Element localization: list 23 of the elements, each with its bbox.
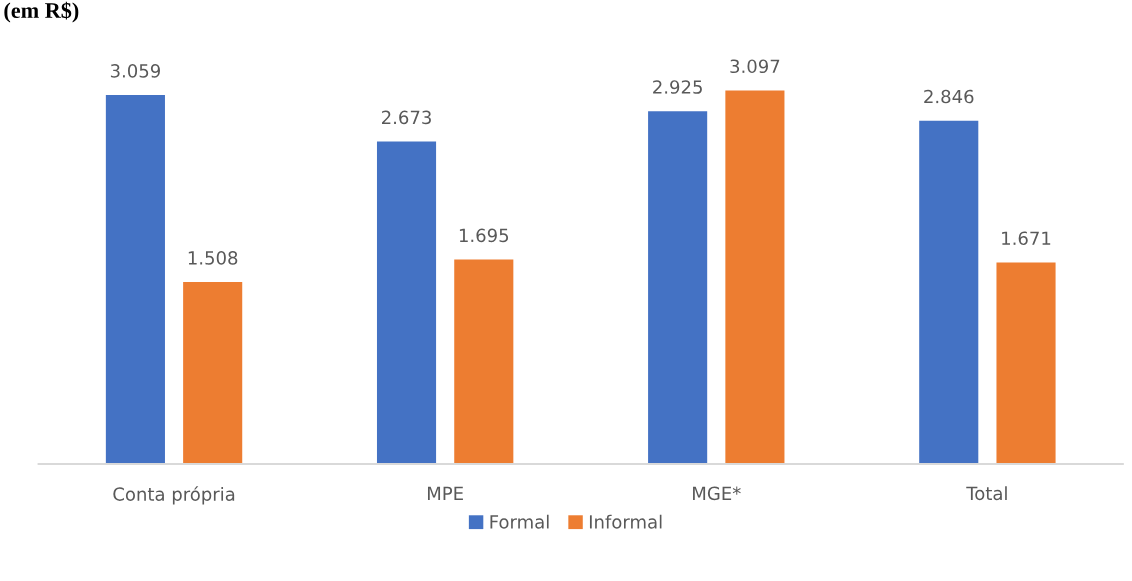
data-label: 2.925 [653, 80, 702, 94]
bar [648, 111, 708, 464]
bar [919, 120, 979, 464]
x-tick-label: Conta própria [113, 486, 235, 505]
data-label: 1.671 [1002, 231, 1051, 246]
bar [183, 282, 243, 464]
data-label: 2.673 [382, 110, 431, 125]
data-label: 3.097 [730, 59, 780, 74]
bar [725, 90, 785, 464]
bar [996, 262, 1056, 464]
x-tick-label: Total [966, 486, 1007, 501]
bar [454, 259, 514, 464]
x-tick-label: MGE* [693, 486, 741, 501]
legend-label: Formal [490, 514, 549, 529]
bar [105, 95, 165, 464]
data-label: 1.508 [188, 251, 238, 265]
data-label: 2.846 [924, 89, 974, 104]
data-label: 3.059 [110, 64, 160, 78]
bar [376, 141, 437, 464]
data-label: 1.695 [459, 228, 509, 243]
chart-title: (em R$) [4, 1, 79, 23]
legend-label: Informal [589, 514, 662, 529]
x-tick-label: MPE [427, 486, 463, 500]
